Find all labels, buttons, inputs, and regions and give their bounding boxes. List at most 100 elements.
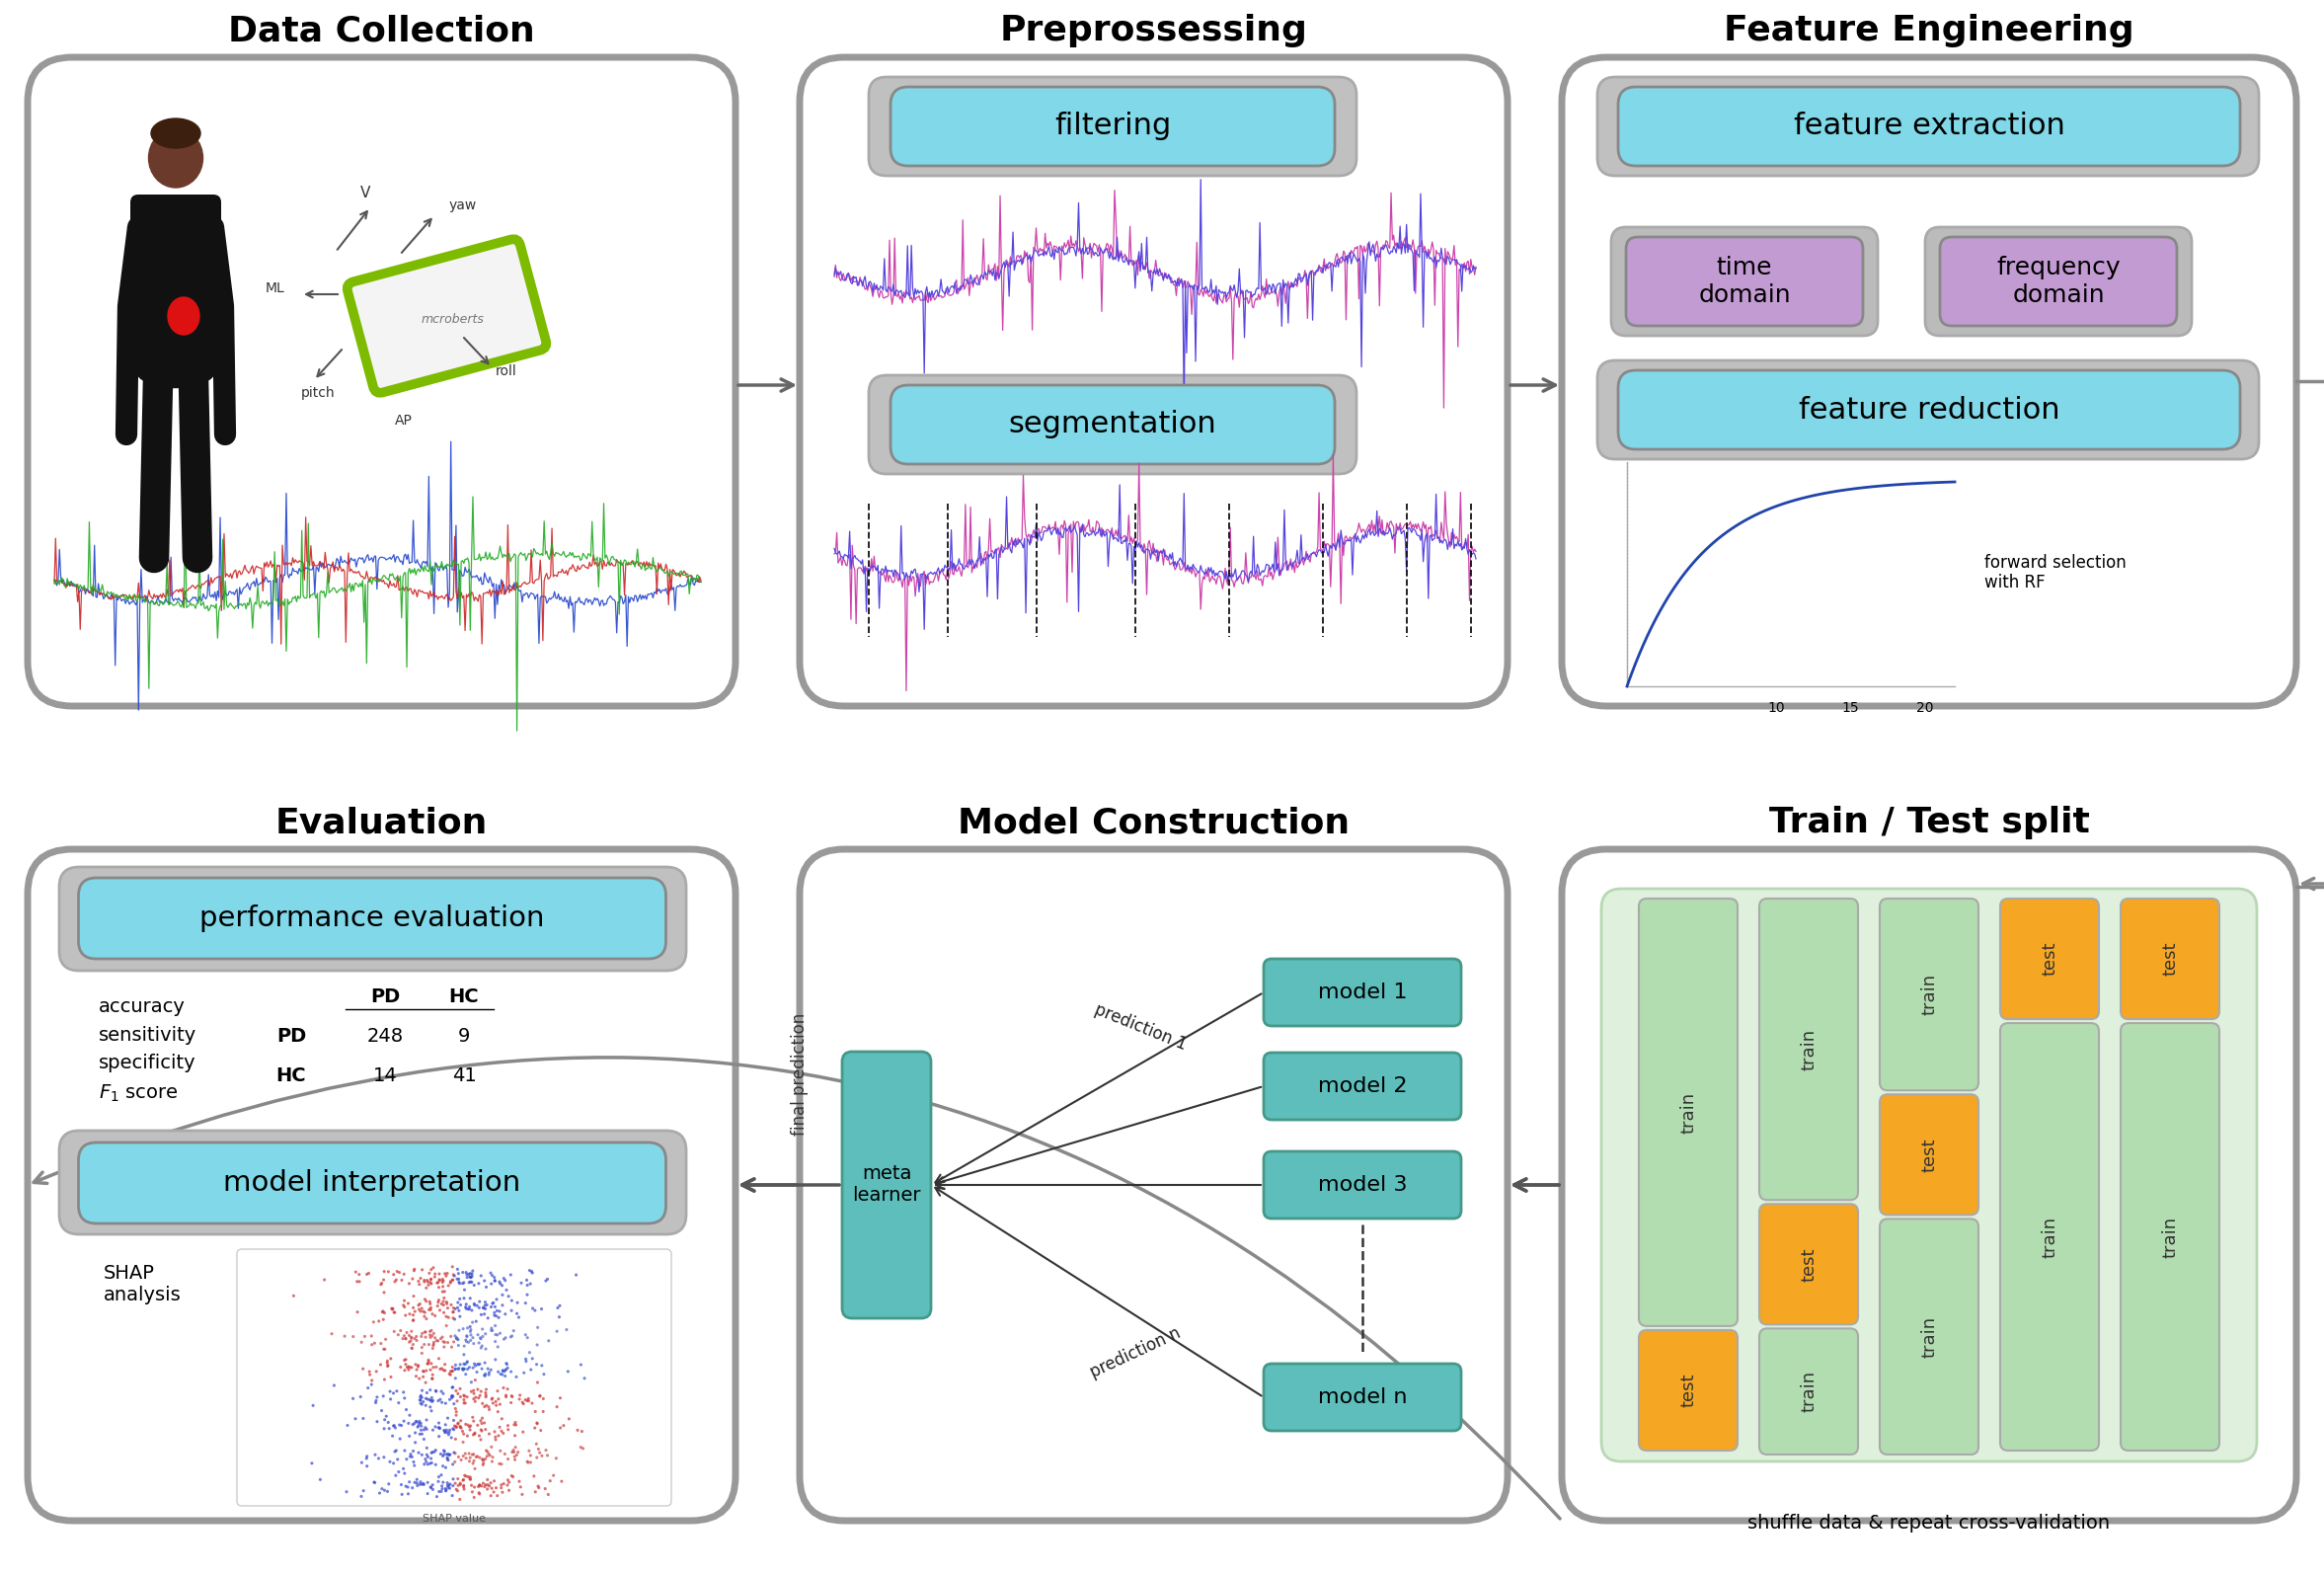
Point xyxy=(446,1285,483,1310)
Point xyxy=(425,1288,462,1314)
Point xyxy=(437,1326,474,1351)
Point xyxy=(479,1399,516,1424)
Point xyxy=(449,1465,486,1490)
Point xyxy=(409,1452,446,1477)
Point xyxy=(328,1479,365,1504)
Point xyxy=(449,1348,486,1373)
Point xyxy=(437,1325,474,1350)
Point xyxy=(442,1293,479,1318)
Point xyxy=(397,1466,435,1492)
Point xyxy=(497,1447,535,1473)
Point xyxy=(465,1391,502,1416)
Point xyxy=(428,1314,465,1339)
Point xyxy=(402,1471,439,1496)
Point xyxy=(493,1325,530,1350)
Text: 9: 9 xyxy=(458,1027,469,1046)
Point xyxy=(425,1279,462,1304)
Point xyxy=(493,1323,530,1348)
Point xyxy=(453,1443,490,1468)
Point xyxy=(400,1353,437,1378)
Text: AP: AP xyxy=(395,414,414,427)
Point xyxy=(381,1354,418,1380)
Point xyxy=(432,1359,469,1384)
Point xyxy=(395,1452,432,1477)
Point xyxy=(488,1473,525,1498)
Point xyxy=(476,1265,514,1290)
Point xyxy=(444,1466,481,1492)
Point xyxy=(486,1359,523,1384)
Point xyxy=(449,1292,486,1317)
Point xyxy=(476,1314,514,1339)
Point xyxy=(370,1350,407,1375)
FancyBboxPatch shape xyxy=(2119,899,2219,1019)
Point xyxy=(386,1262,423,1287)
Point xyxy=(476,1468,514,1493)
Point xyxy=(425,1329,462,1354)
Point xyxy=(337,1260,374,1285)
Point xyxy=(365,1416,402,1441)
Point xyxy=(490,1468,528,1493)
Text: prediction n: prediction n xyxy=(1088,1325,1183,1381)
Point xyxy=(476,1347,514,1372)
Point xyxy=(365,1299,402,1325)
Point xyxy=(397,1408,435,1433)
Point xyxy=(383,1326,421,1351)
Point xyxy=(428,1260,465,1285)
Point xyxy=(516,1416,553,1441)
Point xyxy=(460,1288,497,1314)
Text: yaw: yaw xyxy=(449,198,476,213)
Point xyxy=(479,1323,516,1348)
Point xyxy=(495,1440,532,1465)
Point xyxy=(418,1328,456,1353)
Point xyxy=(404,1473,442,1498)
Point xyxy=(365,1367,402,1392)
Point xyxy=(446,1342,483,1367)
Point xyxy=(363,1351,400,1377)
Point xyxy=(509,1273,546,1298)
Text: HC: HC xyxy=(449,988,479,1006)
Text: pitch: pitch xyxy=(302,386,335,400)
Point xyxy=(437,1263,474,1288)
Point xyxy=(451,1269,488,1295)
Point xyxy=(435,1473,472,1498)
Point xyxy=(458,1351,495,1377)
Point xyxy=(453,1405,490,1430)
Point xyxy=(467,1350,504,1375)
FancyBboxPatch shape xyxy=(1880,1219,1978,1455)
Point xyxy=(414,1301,451,1326)
Point xyxy=(460,1386,497,1411)
Point xyxy=(407,1358,444,1383)
Text: model 2: model 2 xyxy=(1318,1076,1406,1096)
Text: feature reduction: feature reduction xyxy=(1799,395,2059,424)
Point xyxy=(421,1424,458,1449)
Text: filtering: filtering xyxy=(1055,112,1171,140)
Point xyxy=(516,1399,553,1424)
Point xyxy=(479,1378,516,1403)
Point xyxy=(414,1476,451,1501)
Point xyxy=(400,1296,437,1321)
Point xyxy=(465,1447,502,1473)
Point xyxy=(437,1353,474,1378)
Text: 41: 41 xyxy=(451,1066,476,1085)
Point xyxy=(423,1378,460,1403)
Point xyxy=(456,1389,493,1414)
Point xyxy=(414,1255,451,1280)
Point xyxy=(372,1449,409,1474)
Point xyxy=(430,1473,467,1498)
Point xyxy=(404,1418,442,1443)
Point xyxy=(442,1287,479,1312)
Point xyxy=(421,1388,458,1413)
Point xyxy=(435,1466,472,1492)
Point xyxy=(388,1474,425,1499)
Point xyxy=(439,1411,476,1436)
Point xyxy=(493,1359,530,1384)
Point xyxy=(395,1469,432,1495)
Point xyxy=(418,1269,456,1295)
Point xyxy=(407,1449,444,1474)
Point xyxy=(430,1388,467,1413)
Point xyxy=(458,1384,495,1410)
FancyBboxPatch shape xyxy=(1264,959,1462,1025)
Point xyxy=(451,1354,488,1380)
Point xyxy=(476,1299,514,1325)
Point xyxy=(428,1455,465,1480)
